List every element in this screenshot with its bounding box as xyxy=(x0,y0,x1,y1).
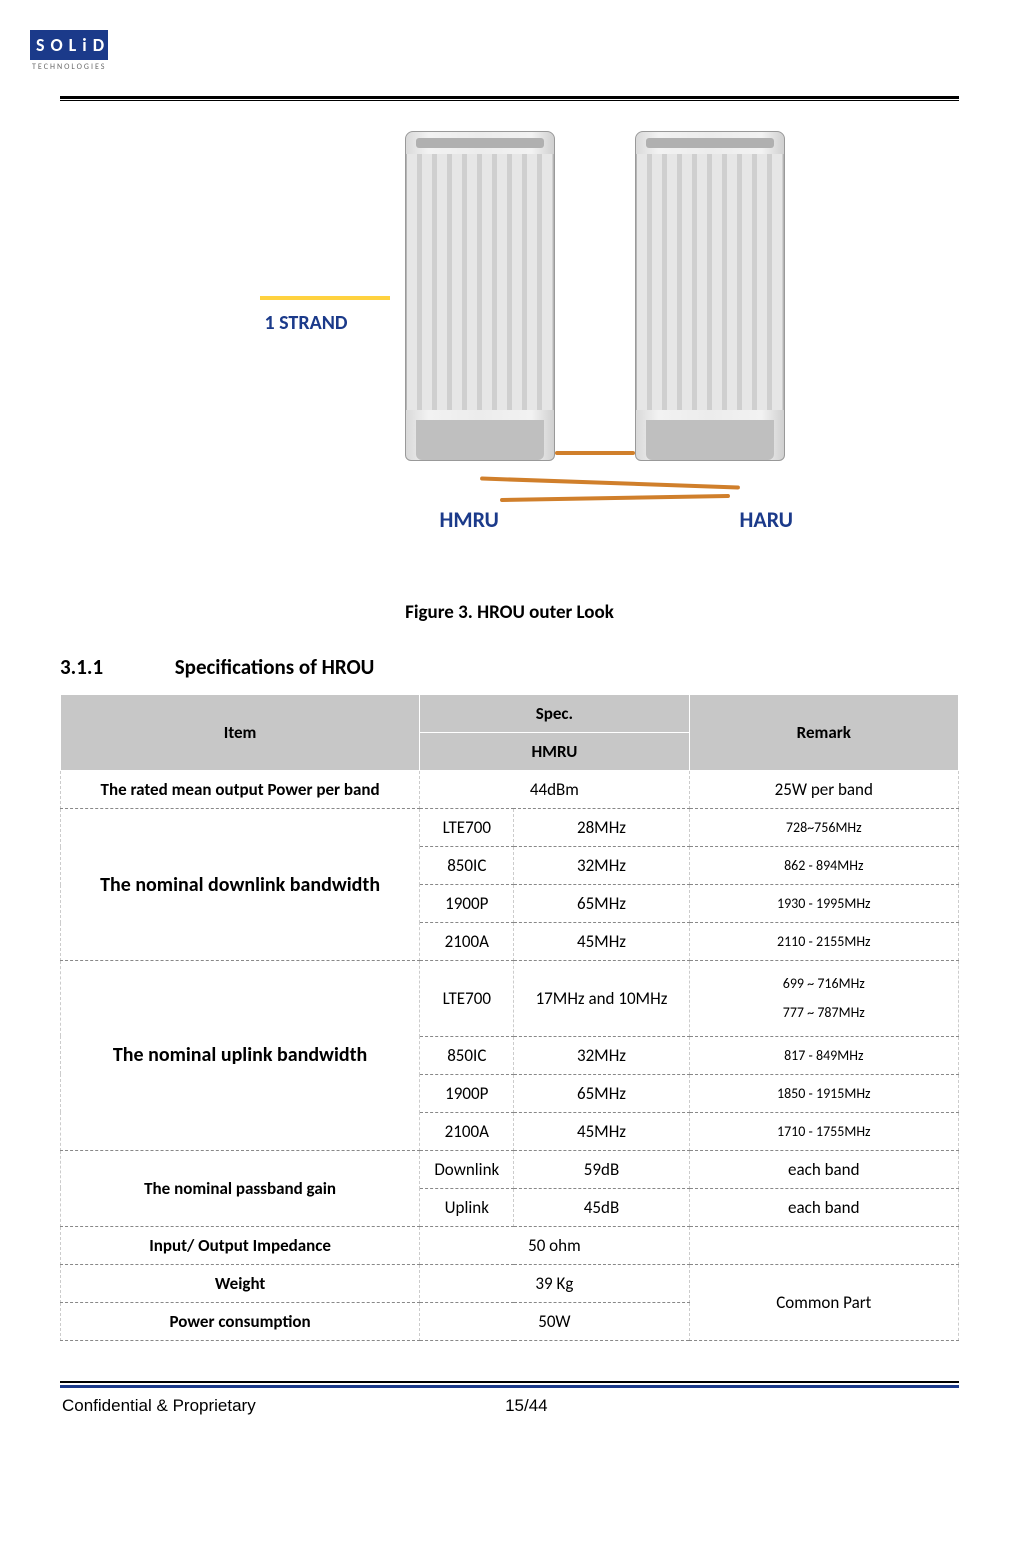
cell-range: 1930 - 1995MHz xyxy=(689,885,958,923)
spec-table: Item Spec. Remark HMRU The rated mean ou… xyxy=(60,694,959,1341)
logo: SOLiD TECHNOLOGIES xyxy=(30,30,108,88)
device-label-haru: HARU xyxy=(740,506,793,533)
cell-band: LTE700 xyxy=(420,961,514,1037)
cell-item: The nominal uplink bandwidth xyxy=(61,961,420,1151)
page: SOLiD TECHNOLOGIES 1 STRAND HMRU HARU Fi… xyxy=(0,0,1019,1466)
cell-band: 850IC xyxy=(420,1036,514,1074)
footer-rule xyxy=(60,1381,959,1388)
logo-top: SOLiD xyxy=(30,30,108,60)
cell-spec: 44dBm xyxy=(420,771,689,809)
cell-band: 1900P xyxy=(420,1074,514,1112)
cell-spec: 50 ohm xyxy=(420,1226,689,1264)
cell-bw: 32MHz xyxy=(514,1036,689,1074)
cell-range: 699 ~ 716MHz 777 ~ 787MHz xyxy=(689,961,958,1037)
cell-remark xyxy=(689,1226,958,1264)
figure-hrou: 1 STRAND HMRU HARU xyxy=(180,121,840,561)
device-haru xyxy=(635,131,785,461)
strand-label: 1 STRAND xyxy=(265,311,348,335)
cell-item: The rated mean output Power per band xyxy=(61,771,420,809)
cell-val: 45dB xyxy=(514,1188,689,1226)
table-row: Input/ Output Impedance 50 ohm xyxy=(61,1226,959,1264)
cell-band: LTE700 xyxy=(420,809,514,847)
table-row: The rated mean output Power per band 44d… xyxy=(61,771,959,809)
section-title: Specifications of HROU xyxy=(175,654,375,680)
cell-bw: 32MHz xyxy=(514,847,689,885)
cable-icon xyxy=(480,476,740,489)
cable-icon xyxy=(499,494,729,502)
cell-item: The nominal passband gain xyxy=(61,1150,420,1226)
table-row: The nominal downlink bandwidth LTE700 28… xyxy=(61,809,959,847)
cell-range: 817 - 849MHz xyxy=(689,1036,958,1074)
device-hmru xyxy=(405,131,555,461)
cell-bw: 65MHz xyxy=(514,885,689,923)
header-rule xyxy=(60,96,959,101)
cell-bw: 45MHz xyxy=(514,923,689,961)
table-row: The nominal passband gain Downlink 59dB … xyxy=(61,1150,959,1188)
cell-remark: each band xyxy=(689,1188,958,1226)
cell-val: 59dB xyxy=(514,1150,689,1188)
cell-item: Power consumption xyxy=(61,1302,420,1340)
logo-bottom: TECHNOLOGIES xyxy=(30,60,108,72)
cell-remark: 25W per band xyxy=(689,771,958,809)
cell-remark: each band xyxy=(689,1150,958,1188)
footer-left: Confidential & Proprietary xyxy=(62,1396,256,1416)
th-item: Item xyxy=(61,695,420,771)
device-label-hmru: HMRU xyxy=(440,506,499,533)
footer: Confidential & Proprietary 15/44 xyxy=(60,1396,959,1446)
th-remark: Remark xyxy=(689,695,958,771)
footer-right: 15/44 xyxy=(505,1396,548,1416)
cell-dir: Uplink xyxy=(420,1188,514,1226)
cell-item: The nominal downlink bandwidth xyxy=(61,809,420,961)
cell-band: 850IC xyxy=(420,847,514,885)
cell-spec: 39 Kg xyxy=(420,1264,689,1302)
cell-range: 1850 - 1915MHz xyxy=(689,1074,958,1112)
section-heading: 3.1.1 Specifications of HROU xyxy=(60,654,959,680)
cell-bw: 17MHz and 10MHz xyxy=(514,961,689,1037)
strand-underline xyxy=(260,296,390,300)
cell-band: 2100A xyxy=(420,923,514,961)
cell-range: 862 - 894MHz xyxy=(689,847,958,885)
cell-bw: 45MHz xyxy=(514,1112,689,1150)
th-spec: Spec. xyxy=(420,695,689,733)
cell-range: 2110 - 2155MHz xyxy=(689,923,958,961)
table-row: Weight 39 Kg Common Part xyxy=(61,1264,959,1302)
cell-bw: 28MHz xyxy=(514,809,689,847)
table-row: The nominal uplink bandwidth LTE700 17MH… xyxy=(61,961,959,1037)
cell-spec: 50W xyxy=(420,1302,689,1340)
cell-item: Weight xyxy=(61,1264,420,1302)
section-number: 3.1.1 xyxy=(60,654,170,680)
cell-remark: Common Part xyxy=(689,1264,958,1340)
cell-item: Input/ Output Impedance xyxy=(61,1226,420,1264)
cell-range: 728~756MHz xyxy=(689,809,958,847)
cable-icon xyxy=(555,451,635,455)
cell-band: 1900P xyxy=(420,885,514,923)
cell-band: 2100A xyxy=(420,1112,514,1150)
cell-bw: 65MHz xyxy=(514,1074,689,1112)
th-subspec: HMRU xyxy=(420,733,689,771)
figure-caption: Figure 3. HROU outer Look xyxy=(60,601,959,624)
cell-dir: Downlink xyxy=(420,1150,514,1188)
cell-range: 1710 - 1755MHz xyxy=(689,1112,958,1150)
